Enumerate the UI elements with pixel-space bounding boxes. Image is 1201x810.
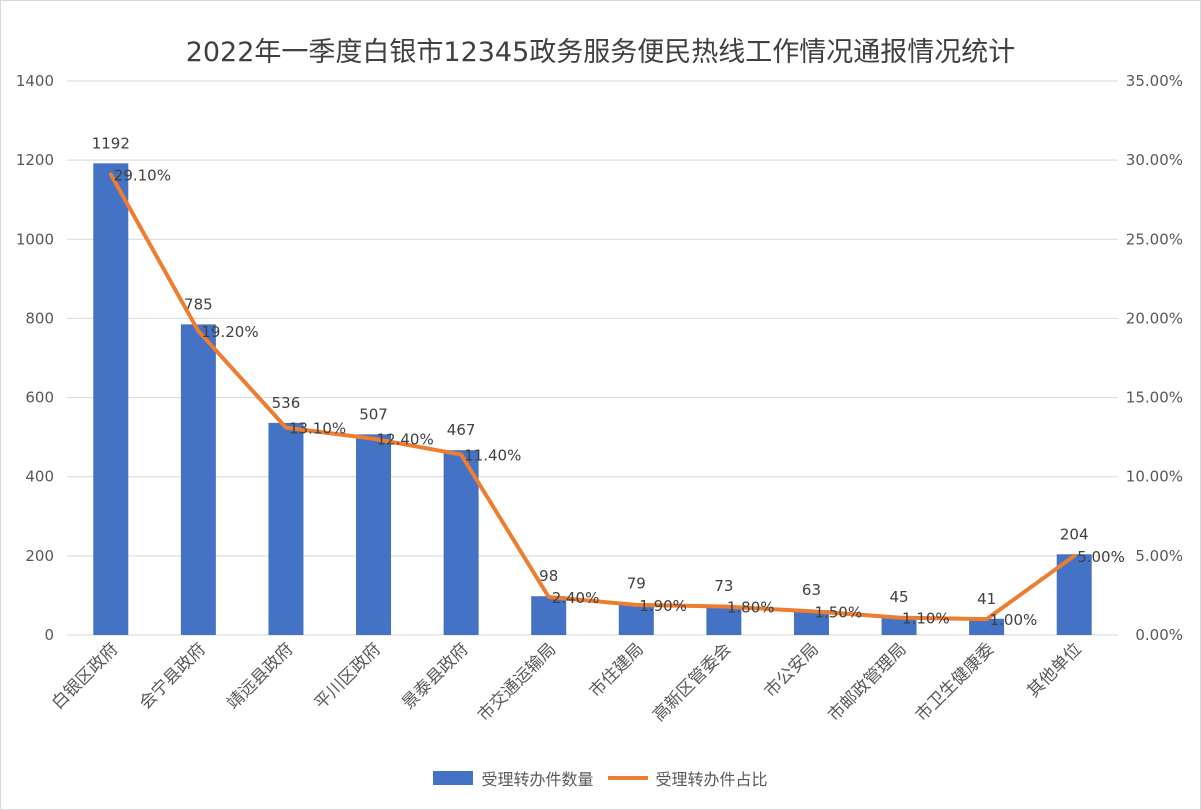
line-point (897, 616, 901, 620)
line-point (634, 603, 638, 607)
bar (531, 596, 567, 635)
bar-value-label: 98 (539, 567, 558, 585)
line-value-label: 5.00% (1077, 548, 1125, 566)
legend-swatch-bar (433, 771, 474, 785)
series-line (108, 172, 1077, 622)
bar-value-label: 45 (889, 588, 908, 606)
line-point (109, 172, 113, 176)
line-point (459, 453, 463, 457)
bar-value-label: 467 (447, 421, 476, 439)
line-point (284, 426, 288, 430)
line-value-label: 1.00% (990, 611, 1038, 629)
chart-title: 2022年一季度白银市12345政务服务便民热线工作情况通报情况统计 (185, 37, 1016, 68)
bar-value-label: 507 (359, 405, 388, 423)
line-value-label: 19.20% (201, 323, 258, 341)
x-tick-label: 市交通运输局 (474, 639, 560, 725)
bar (1056, 554, 1092, 635)
bar-value-label: 73 (714, 577, 733, 595)
y-tick-left: 1000 (16, 230, 54, 248)
bar (618, 603, 654, 635)
line-value-label: 1.90% (639, 597, 687, 615)
x-tick-label: 白银区政府 (48, 639, 122, 713)
line-point (372, 437, 376, 441)
x-tick-label: 其他单位 (1024, 639, 1086, 701)
line-value-label: 2.40% (552, 589, 600, 607)
y-tick-right: 15.00% (1126, 389, 1183, 407)
y-tick-right: 25.00% (1126, 230, 1183, 248)
bar (881, 617, 917, 635)
line-value-label: 12.40% (377, 431, 434, 449)
x-tick-label: 市邮政管理局 (824, 639, 910, 725)
bar (443, 450, 479, 635)
bar (93, 163, 129, 635)
bar (268, 422, 304, 635)
line-value-label: 1.10% (902, 610, 950, 628)
x-tick-label: 会宁县政府 (136, 639, 210, 713)
line-value-label: 1.80% (727, 599, 775, 617)
x-tick-label: 靖远县政府 (223, 639, 297, 713)
legend: 受理转办件数量 受理转办件占比 (0, 766, 1201, 790)
line-point (1072, 554, 1076, 558)
bar-value-label: 63 (802, 581, 821, 599)
y-tick-left: 400 (25, 468, 54, 486)
legend-label-bar: 受理转办件数量 (481, 770, 594, 789)
x-tick-label: 市公安局 (761, 639, 823, 701)
x-tick-label: 市住建局 (586, 639, 648, 701)
x-tick-label: 高新区管委会 (649, 639, 735, 725)
bar (356, 434, 392, 635)
y-tick-left: 800 (25, 309, 54, 327)
line-point (722, 605, 726, 609)
y-tick-left: 1200 (16, 151, 54, 169)
legend-item-bar: 受理转办件数量 (433, 766, 594, 790)
bar (180, 324, 216, 635)
bar (969, 618, 1005, 635)
line-value-label: 1.50% (814, 603, 862, 621)
bar-value-label: 1192 (92, 134, 130, 152)
legend-swatch-line (607, 776, 648, 780)
y-tick-right: 20.00% (1126, 309, 1183, 327)
y-tick-left: 200 (25, 547, 54, 565)
y-tick-left: 0 (44, 626, 54, 644)
legend-label-line: 受理转办件占比 (655, 770, 768, 789)
line-point (547, 595, 551, 599)
bar-value-label: 41 (977, 590, 996, 608)
bar-value-label: 785 (184, 295, 213, 313)
bar-value-label: 536 (272, 394, 301, 412)
x-tick-label: 市卫生健康委 (912, 639, 998, 725)
y-tick-right: 30.00% (1126, 151, 1183, 169)
chart-svg: 0 200 400 600 800 1000 1200 1400 0.00% 5.00% 10.00… (16, 72, 1183, 726)
y-tick-right: 35.00% (1126, 72, 1183, 90)
line-value-label: 11.40% (464, 447, 521, 465)
bar-value-label: 204 (1060, 525, 1089, 543)
y-tick-right: 10.00% (1126, 468, 1183, 486)
line-value-label: 13.10% (289, 420, 346, 438)
line-point (809, 609, 813, 613)
y-tick-left: 600 (25, 389, 54, 407)
legend-item-line: 受理转办件占比 (607, 766, 768, 790)
x-tick-label: 景泰县政府 (398, 639, 472, 713)
line-point (196, 329, 200, 333)
bar-value-label: 79 (627, 575, 646, 593)
bar (793, 610, 829, 635)
x-tick-label: 平川区政府 (311, 639, 385, 713)
line-point (985, 617, 989, 621)
y-tick-right: 0.00% (1135, 626, 1183, 644)
y-tick-left: 1400 (16, 72, 54, 90)
line-value-label: 29.10% (114, 166, 171, 184)
y-tick-right: 5.00% (1135, 547, 1183, 565)
bar (706, 606, 742, 635)
